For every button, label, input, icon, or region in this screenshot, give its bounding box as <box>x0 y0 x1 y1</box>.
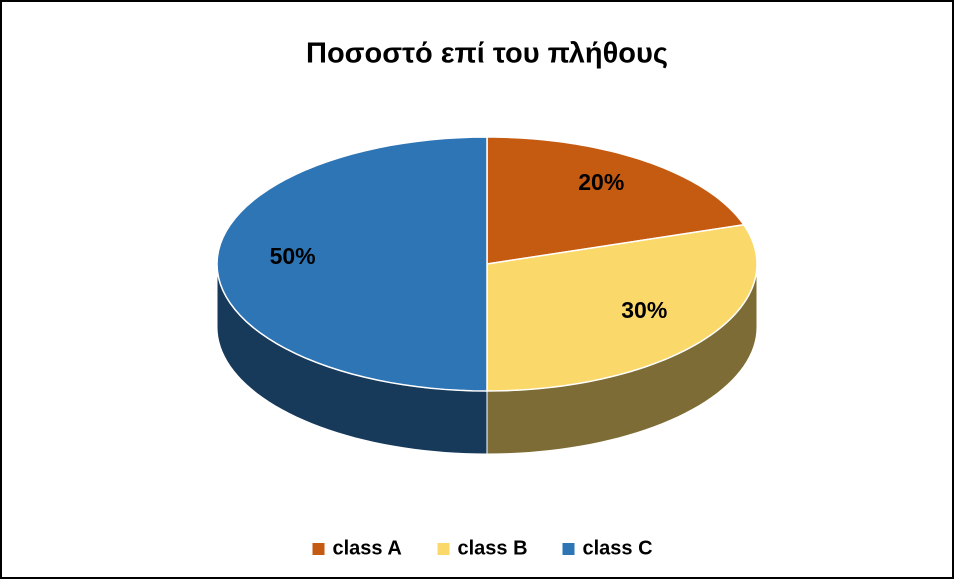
chart-title: Ποσοστό επί του πλήθους <box>306 38 668 70</box>
pie-slice <box>486 223 758 392</box>
legend-label: class B <box>458 537 528 559</box>
data-label: 30% <box>621 297 667 323</box>
legend-swatch <box>437 543 450 555</box>
pie-slice <box>486 136 746 265</box>
legend-label: class A <box>333 537 402 559</box>
data-label: 20% <box>578 169 624 195</box>
pie-slice <box>216 136 488 392</box>
legend-swatch <box>312 543 325 555</box>
legend-label: class C <box>583 537 653 559</box>
data-label: 50% <box>270 243 316 269</box>
legend-swatch <box>562 543 575 555</box>
